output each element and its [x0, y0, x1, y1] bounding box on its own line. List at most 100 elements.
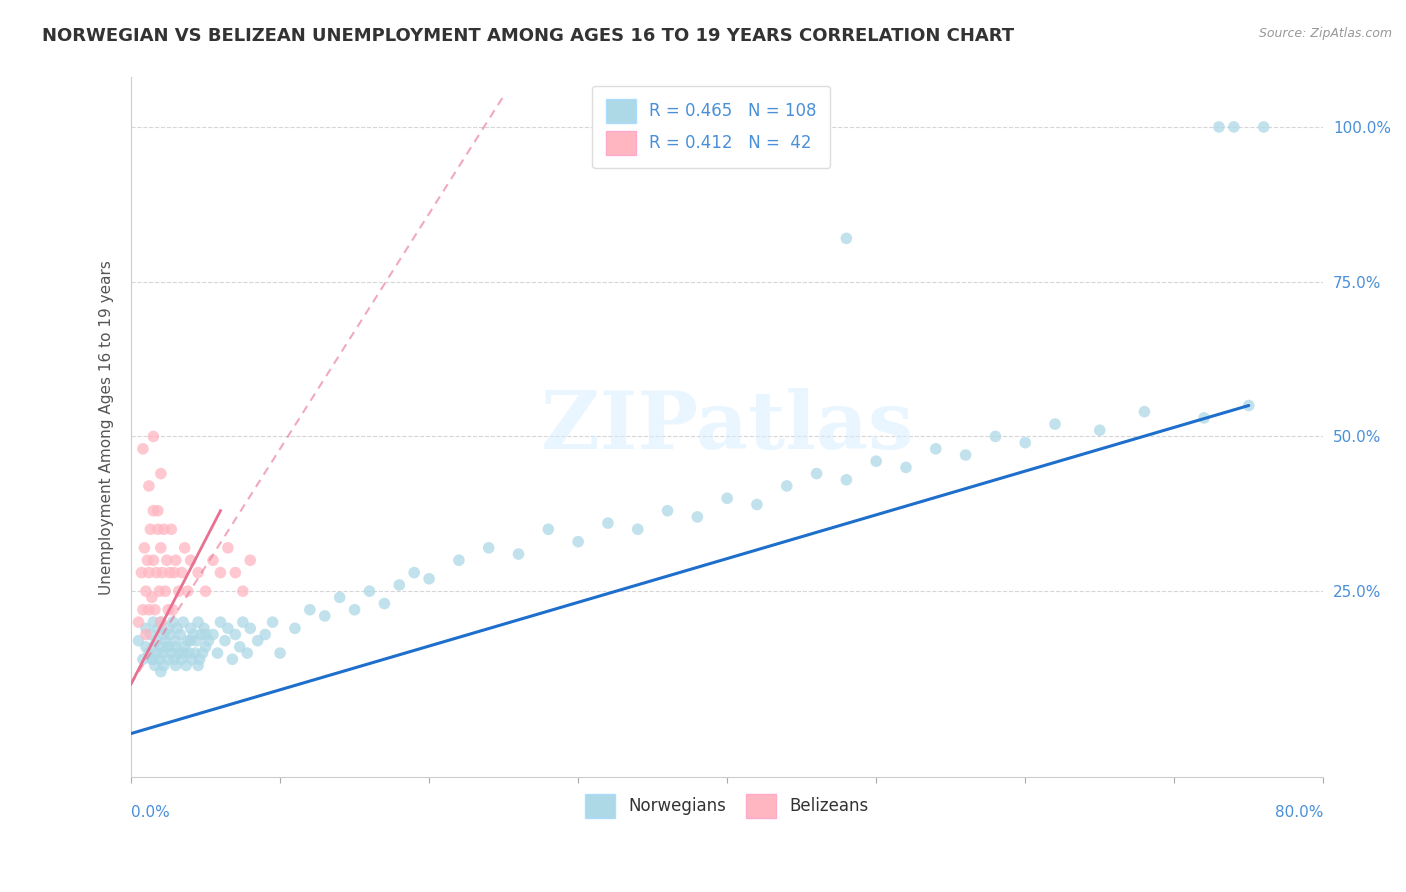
Point	[167, 584, 190, 599]
Point	[153, 627, 176, 641]
Point	[657, 504, 679, 518]
Point	[159, 566, 181, 580]
Point	[388, 578, 411, 592]
Point	[139, 627, 162, 641]
Point	[894, 460, 917, 475]
Point	[1253, 120, 1275, 134]
Point	[187, 566, 209, 580]
Point	[159, 627, 181, 641]
Point	[180, 553, 202, 567]
Point	[160, 522, 183, 536]
Point	[165, 553, 187, 567]
Point	[214, 633, 236, 648]
Point	[132, 442, 155, 456]
Point	[447, 553, 470, 567]
Point	[149, 467, 172, 481]
Point	[176, 633, 198, 648]
Text: ZIPatlas: ZIPatlas	[541, 388, 914, 467]
Point	[167, 646, 190, 660]
Point	[745, 498, 768, 512]
Point	[404, 566, 426, 580]
Point	[627, 522, 650, 536]
Point	[146, 621, 169, 635]
Point	[1223, 120, 1246, 134]
Point	[194, 584, 217, 599]
Point	[180, 621, 202, 635]
Point	[229, 640, 252, 654]
Point	[156, 553, 179, 567]
Point	[142, 640, 165, 654]
Point	[1237, 399, 1260, 413]
Point	[209, 566, 232, 580]
Point	[165, 640, 187, 654]
Point	[166, 621, 188, 635]
Point	[298, 603, 321, 617]
Point	[176, 584, 198, 599]
Point	[537, 522, 560, 536]
Point	[153, 522, 176, 536]
Point	[343, 603, 366, 617]
Point	[127, 615, 149, 629]
Point	[239, 553, 262, 567]
Point	[173, 640, 195, 654]
Point	[329, 591, 352, 605]
Point	[155, 633, 177, 648]
Point	[373, 597, 395, 611]
Point	[165, 658, 187, 673]
Point	[157, 621, 180, 635]
Point	[508, 547, 530, 561]
Point	[686, 509, 709, 524]
Point	[186, 633, 208, 648]
Point	[1192, 410, 1215, 425]
Point	[162, 603, 184, 617]
Point	[1014, 435, 1036, 450]
Point	[284, 621, 307, 635]
Point	[142, 652, 165, 666]
Text: NORWEGIAN VS BELIZEAN UNEMPLOYMENT AMONG AGES 16 TO 19 YEARS CORRELATION CHART: NORWEGIAN VS BELIZEAN UNEMPLOYMENT AMONG…	[42, 27, 1014, 45]
Point	[596, 516, 619, 530]
Point	[142, 429, 165, 443]
Point	[179, 646, 201, 660]
Point	[201, 553, 224, 567]
Point	[138, 603, 160, 617]
Point	[163, 652, 186, 666]
Point	[134, 541, 156, 555]
Point	[180, 633, 202, 648]
Point	[149, 640, 172, 654]
Point	[157, 603, 180, 617]
Point	[224, 627, 246, 641]
Point	[806, 467, 828, 481]
Point	[132, 603, 155, 617]
Point	[163, 566, 186, 580]
Point	[174, 658, 197, 673]
Point	[149, 615, 172, 629]
Point	[135, 627, 157, 641]
Point	[984, 429, 1007, 443]
Point	[172, 615, 194, 629]
Point	[135, 621, 157, 635]
Point	[146, 504, 169, 518]
Point	[269, 646, 291, 660]
Point	[148, 584, 170, 599]
Point	[236, 646, 259, 660]
Point	[146, 646, 169, 660]
Point	[149, 665, 172, 679]
Point	[173, 541, 195, 555]
Point	[197, 633, 219, 648]
Point	[150, 566, 173, 580]
Point	[172, 646, 194, 660]
Point	[169, 627, 191, 641]
Point	[157, 652, 180, 666]
Point	[1043, 417, 1066, 431]
Point	[232, 615, 254, 629]
Point	[142, 553, 165, 567]
Point	[246, 633, 269, 648]
Point	[156, 640, 179, 654]
Point	[187, 615, 209, 629]
Point	[136, 553, 159, 567]
Point	[142, 504, 165, 518]
Point	[135, 584, 157, 599]
Point	[221, 652, 243, 666]
Y-axis label: Unemployment Among Ages 16 to 19 years: Unemployment Among Ages 16 to 19 years	[100, 260, 114, 595]
Point	[160, 646, 183, 660]
